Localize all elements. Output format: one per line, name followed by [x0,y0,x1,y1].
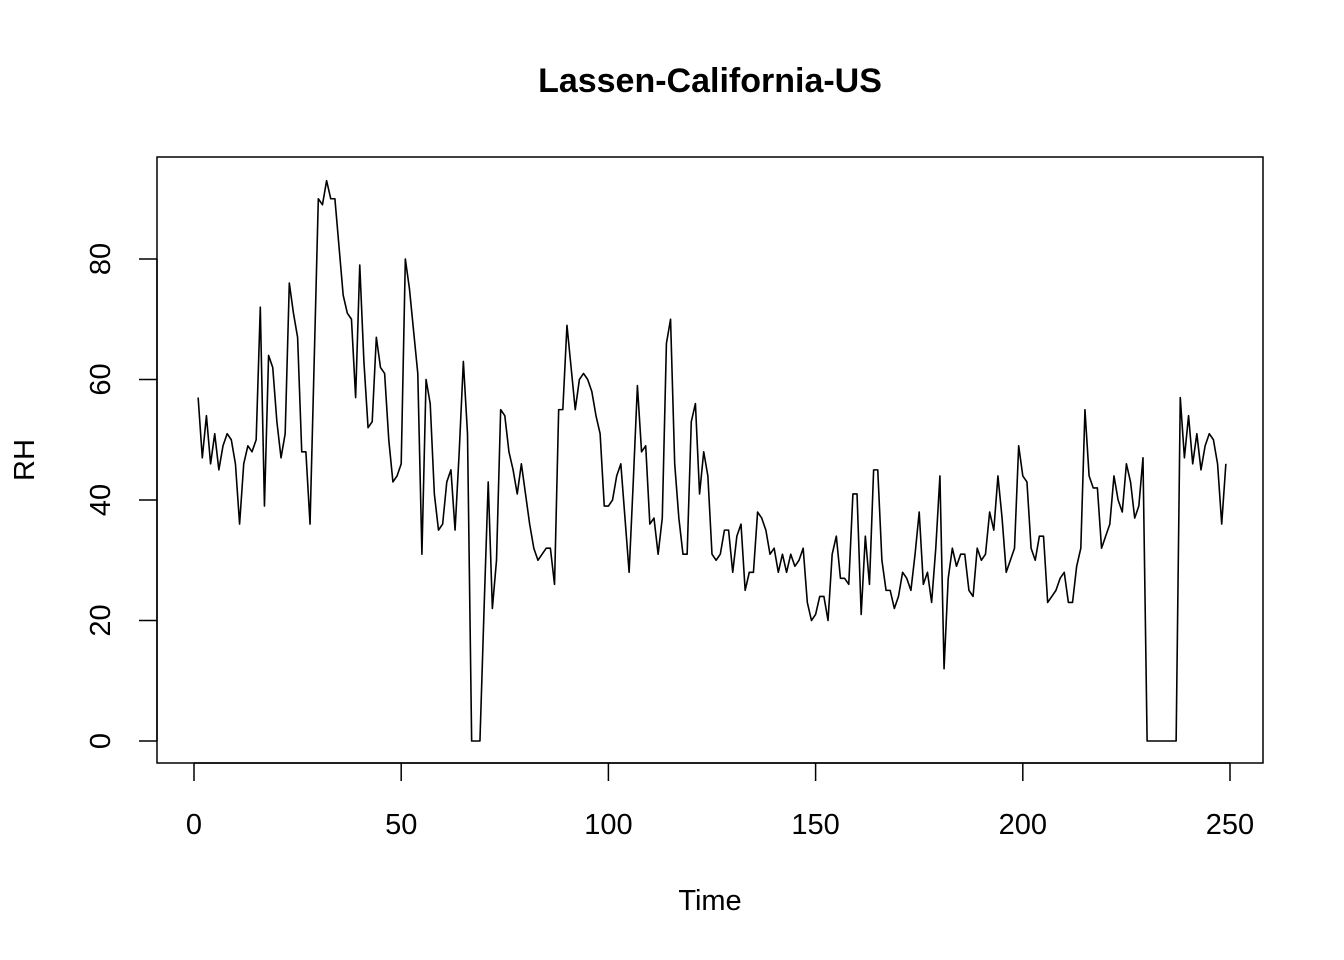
plot-frame [156,156,1264,764]
y-axis-label: RH [9,439,41,481]
series-line-0 [197,179,1227,742]
y-axis: 0 20 40 60 80 [85,243,158,749]
y-tick-label: 0 [85,733,117,749]
x-tick-label: 50 [385,809,417,841]
x-axis: 0 50 100 150 200 250 [186,762,1254,841]
x-axis-label: Time [678,885,741,917]
x-tick-label: 0 [186,809,202,841]
x-tick-label: 250 [1206,809,1254,841]
chart-title: Lassen-California-US [538,62,882,100]
y-tick-label: 40 [85,484,117,516]
y-tick-label: 80 [85,243,117,275]
y-tick-label: 60 [85,363,117,395]
series-layer [197,179,1227,742]
x-tick-label: 200 [999,809,1047,841]
y-tick-label: 20 [85,604,117,636]
x-tick-label: 150 [791,809,839,841]
x-tick-label: 100 [584,809,632,841]
